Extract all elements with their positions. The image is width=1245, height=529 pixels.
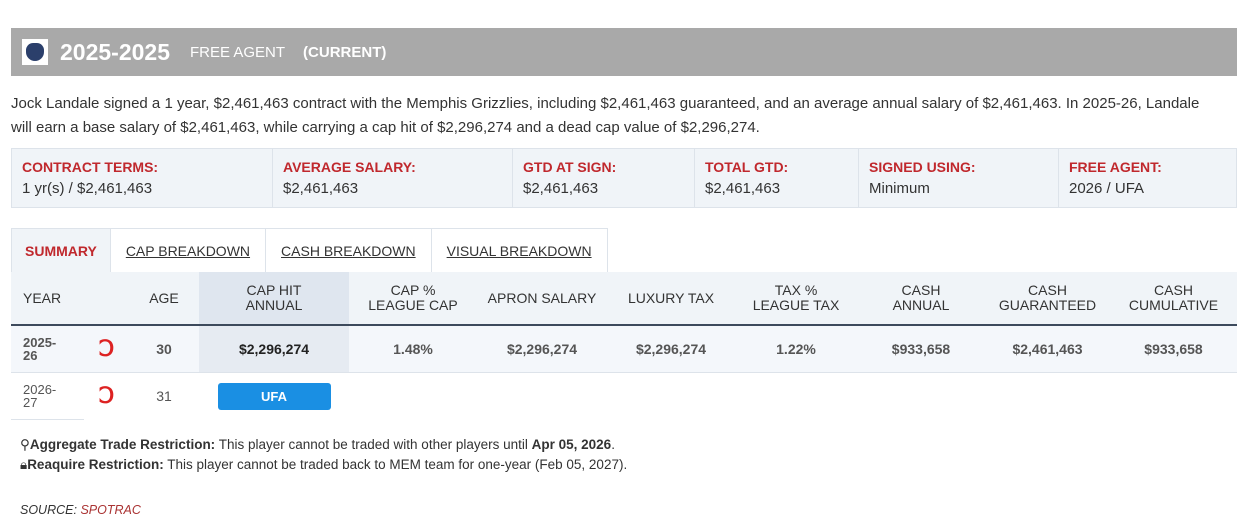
source: SOURCE: SPOTRAC (20, 503, 141, 517)
tax-pct-cell: 1.22% (735, 325, 857, 373)
age-cell: 30 (129, 325, 199, 373)
term-value: $2,461,463 (283, 180, 359, 197)
term-value: 2026 / UFA (1069, 180, 1145, 197)
tab-cash-breakdown[interactable]: CASH BREAKDOWN (265, 229, 431, 272)
hawks-logo-icon: Ↄ (98, 383, 115, 409)
cash-guaranteed-cell: $2,461,463 (985, 325, 1110, 373)
contract-years: 2025-2025 (60, 38, 170, 65)
term-free-agent: FREE AGENT: 2026 / UFA (1059, 149, 1236, 207)
term-signed-using: SIGNED USING: Minimum (859, 149, 1059, 207)
aggregate-restriction: ⚲Aggregate Trade Restriction: This playe… (20, 437, 615, 452)
age-cell: 31 (156, 388, 172, 405)
term-label: GTD AT SIGN: (523, 159, 617, 175)
year-cell: 2025- 26 (11, 325, 84, 373)
col-tax-pct: TAX % LEAGUE TAX (735, 272, 857, 326)
term-gtd-at-sign: GTD AT SIGN: $2,461,463 (513, 149, 695, 207)
cash-annual-cell: $933,658 (857, 325, 985, 373)
reaquire-restriction: 🔒︎Reaquire Restriction: This player cann… (20, 457, 628, 472)
col-apron-salary: APRON SALARY (477, 272, 607, 326)
contract-table: YEAR AGE CAP HIT ANNUAL CAP % LEAGUE CAP A… (11, 272, 1237, 420)
col-cash-annual: CASH ANNUAL (857, 272, 985, 326)
col-cash-guaranteed: CASH GUARANTEED (985, 272, 1110, 326)
trade-restrictions: ⚲Aggregate Trade Restriction: This playe… (20, 435, 627, 475)
contract-status: FREE AGENT (190, 43, 286, 61)
ufa-badge: UFA (217, 382, 331, 410)
contract-description: Jock Landale signed a 1 year, $2,461,463… (11, 95, 1200, 136)
contract-header: 2025-2025 FREE AGENT (CURRENT) (11, 28, 1237, 76)
col-year: YEAR (11, 272, 84, 326)
term-value: 1 yr(s) / $2,461,463 (22, 180, 153, 197)
contract-terms: CONTRACT TERMS: 1 yr(s) / $2,461,463 AVER… (11, 148, 1237, 208)
term-value: $2,461,463 (523, 180, 599, 197)
location-lock-icon: ⚲ (20, 437, 30, 452)
team-logo-icon (22, 39, 48, 65)
table-header: YEAR AGE CAP HIT ANNUAL CAP % LEAGUE CAP A… (11, 272, 1237, 326)
col-cash-cumulative: CASH CUMULATIVE (1110, 272, 1237, 326)
term-value: Minimum (869, 180, 930, 197)
cap-hit-cell: $2,296,274 (199, 325, 349, 373)
col-cap-pct: CAP % LEAGUE CAP (349, 272, 477, 326)
table-row: 2026- 27 Ↄ 31 UFA (11, 372, 1237, 420)
table-row: 2025- 26 Ↄ 30 $2,296,274 1.48% $2,296,274… (11, 325, 1237, 373)
term-label: TOTAL GTD: (705, 159, 789, 175)
cash-cumulative-cell: $933,658 (1110, 325, 1237, 373)
term-label: FREE AGENT: (1069, 159, 1162, 175)
tab-summary[interactable]: SUMMARY (12, 229, 110, 272)
source-link[interactable]: SPOTRAC (80, 503, 141, 517)
term-contract: CONTRACT TERMS: 1 yr(s) / $2,461,463 (12, 149, 273, 207)
term-average-salary: AVERAGE SALARY: $2,461,463 (273, 149, 513, 207)
term-label: SIGNED USING: (869, 159, 976, 175)
term-label: CONTRACT TERMS: (22, 159, 159, 175)
current-label: (CURRENT) (303, 43, 387, 61)
col-luxury-tax: LUXURY TAX (607, 272, 735, 326)
col-team (84, 272, 129, 326)
tab-cap-breakdown[interactable]: CAP BREAKDOWN (109, 229, 265, 272)
luxury-tax-cell: $2,296,274 (607, 325, 735, 373)
hawks-logo-icon: Ↄ (84, 325, 129, 373)
apron-cell: $2,296,274 (477, 325, 607, 373)
col-age: AGE (129, 272, 199, 326)
tab-visual-breakdown[interactable]: VISUAL BREAKDOWN (430, 229, 607, 272)
year-cell: 2026- 27 (11, 372, 84, 420)
lock-icon: 🔒︎ (20, 457, 28, 472)
col-cap-hit: CAP HIT ANNUAL (199, 272, 349, 326)
breakdown-tabs: SUMMARY CAP BREAKDOWN CASH BREAKDOWN VIS… (11, 228, 608, 272)
term-total-gtd: TOTAL GTD: $2,461,463 (695, 149, 859, 207)
cap-pct-cell: 1.48% (349, 325, 477, 373)
term-label: AVERAGE SALARY: (283, 159, 416, 175)
status-cell: UFA (199, 373, 349, 420)
term-value: $2,461,463 (705, 180, 781, 197)
